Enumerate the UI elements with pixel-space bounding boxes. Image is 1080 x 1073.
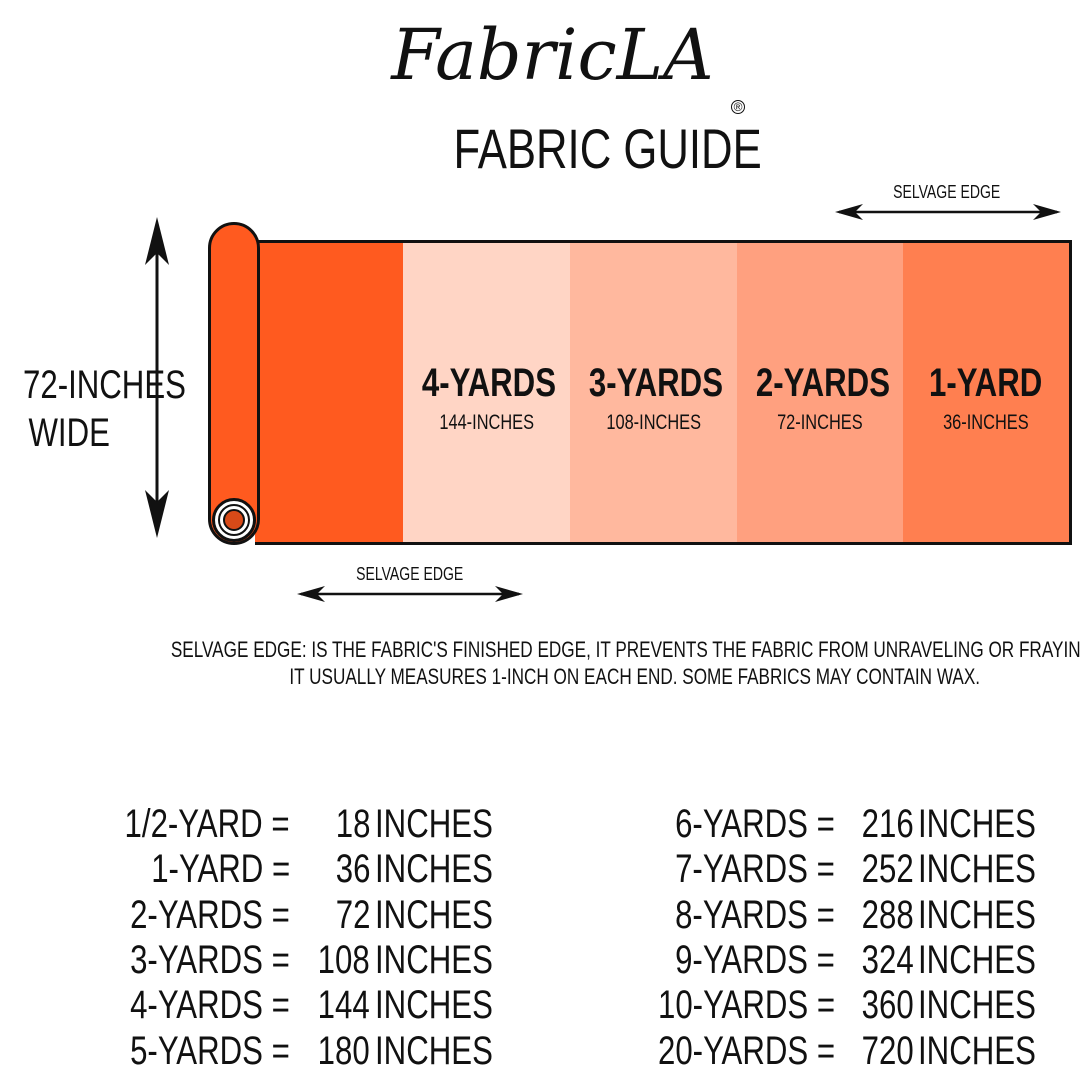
fabric-panel-1-yard: 1-YARD 36-INCHES [903, 243, 1069, 542]
conversion-yards: 1-YARD = [151, 847, 290, 892]
conversion-unit: INCHES [918, 1028, 1036, 1073]
conversion-inches: 720 [861, 1028, 914, 1073]
selvage-top-label: SELVAGE EDGE [893, 182, 1001, 202]
conversion-unit: INCHES [918, 847, 1036, 892]
conversion-inches: 324 [861, 937, 914, 982]
conversion-yards: 10-YARDS = [657, 983, 835, 1028]
conversion-yards: 8-YARDS = [675, 892, 835, 937]
logo: FabricLA [391, 14, 714, 96]
note-line-2: IT USUALLY MEASURES 1-INCH ON EACH END. … [289, 664, 981, 689]
fabric-panel-unrolled [255, 243, 403, 542]
conversion-yards: 2-YARDS = [130, 892, 290, 937]
fabric-panel-4-yards: 4-YARDS 144-INCHES [403, 243, 570, 542]
conversion-inches: 216 [861, 802, 914, 846]
conversion-unit: INCHES [375, 847, 493, 892]
conversion-yards: 7-YARDS = [675, 847, 835, 892]
conversion-yards: 4-YARDS = [130, 983, 290, 1028]
conversion-inches: 180 [317, 1028, 370, 1073]
conversion-unit: INCHES [375, 983, 493, 1028]
conversion-unit: INCHES [918, 983, 1036, 1028]
conversion-yards: 1/2-YARD = [124, 802, 290, 846]
selvage-top-arrow-icon [835, 204, 1061, 220]
width-label-line1: 72-INCHES [22, 363, 186, 407]
selvage-bottom-arrow-icon [297, 586, 523, 602]
fabric-panel-2-yards: 2-YARDS 72-INCHES [737, 243, 903, 542]
width-arrow-icon [145, 217, 169, 538]
conversion-unit: INCHES [375, 937, 493, 982]
conversion-inches: 36 [335, 847, 370, 892]
conversion-yards: 9-YARDS = [675, 937, 835, 982]
conversion-unit: INCHES [918, 802, 1036, 846]
conversion-yards: 6-YARDS = [675, 802, 835, 846]
width-label-line2: WIDE [28, 411, 110, 455]
conversion-unit: INCHES [375, 892, 493, 937]
conversion-unit: INCHES [375, 802, 493, 846]
roll-core-ring [218, 504, 250, 536]
conversion-inches: 144 [317, 983, 370, 1028]
conversion-unit: INCHES [918, 937, 1036, 982]
conversion-inches: 18 [335, 802, 370, 846]
page-title: FABRIC GUIDE [453, 117, 762, 180]
conversion-inches: 288 [861, 892, 914, 937]
fabric-roll [208, 222, 260, 545]
conversion-yards: 20-YARDS = [657, 1028, 835, 1073]
note-line-1: SELVAGE EDGE: IS THE FABRIC'S FINISHED E… [171, 637, 1080, 662]
registered-mark: ® [731, 100, 745, 114]
conversion-yards: 5-YARDS = [130, 1028, 290, 1073]
selvage-bottom-label: SELVAGE EDGE [356, 564, 464, 584]
conversion-inches: 72 [335, 892, 370, 937]
fabric-panel-3-yards: 3-YARDS 108-INCHES [570, 243, 737, 542]
conversion-yards: 3-YARDS = [130, 937, 290, 982]
fabric-strip: 4-YARDS 144-INCHES 3-YARDS 108-INCHES 2-YA… [255, 240, 1072, 545]
conversion-unit: INCHES [375, 1028, 493, 1073]
conversion-unit: INCHES [918, 892, 1036, 937]
conversion-inches: 252 [861, 847, 914, 892]
conversion-inches: 360 [861, 983, 914, 1028]
roll-core-center [223, 509, 245, 531]
conversion-inches: 108 [317, 937, 370, 982]
